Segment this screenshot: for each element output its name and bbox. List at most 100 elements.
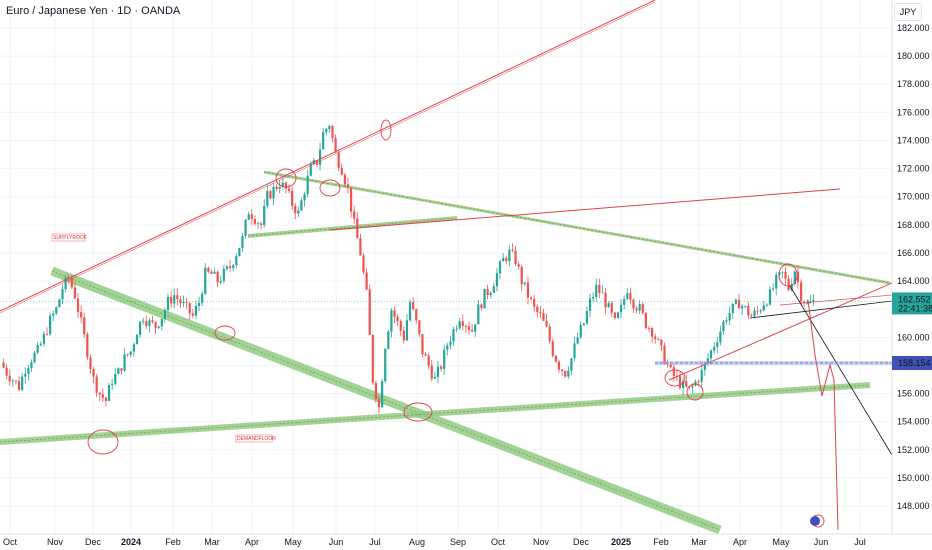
candle-body [24, 373, 27, 377]
candle-body [632, 299, 635, 309]
candle-body [86, 334, 89, 358]
time-axis[interactable]: Oct Nov Dec 2024 Feb Mar Apr May Jun Jul Aug Sep Oct… [3, 537, 866, 547]
candle-body [129, 351, 132, 355]
candle-body [545, 320, 548, 327]
candle-body [300, 200, 303, 211]
candle-body [216, 271, 219, 283]
candle-body [73, 287, 77, 299]
time-tick-label: Jul [369, 537, 381, 547]
candle-body [157, 326, 160, 328]
green-zone-descending-center [51, 270, 721, 531]
price-tick-label: 174.000 [897, 135, 930, 145]
time-tick-label: Feb [653, 537, 669, 547]
price-axis[interactable]: 148.000150.000152.000154.000156.000158.0… [897, 23, 930, 511]
candle-body [644, 312, 647, 329]
candle-body [694, 381, 697, 386]
candle-body [623, 299, 626, 305]
candle-body [635, 308, 638, 311]
time-tick-label: Aug [409, 537, 425, 547]
candle-body [610, 303, 613, 313]
candle-body [548, 326, 551, 342]
candle-body [595, 284, 598, 297]
candle-body [486, 288, 489, 296]
candle-body [790, 284, 793, 291]
candle-body [42, 333, 45, 344]
candle-body [228, 266, 232, 269]
candle-body [601, 292, 604, 294]
candle-body [138, 321, 142, 335]
candle-body [678, 376, 682, 389]
candle-body [740, 306, 744, 309]
candle-body [682, 381, 685, 389]
candle-body [142, 321, 145, 322]
candle-body [458, 321, 461, 329]
candle-body [247, 214, 250, 220]
candle-body [520, 266, 523, 285]
candle-body [303, 194, 306, 201]
candle-body [753, 310, 756, 317]
candle-body [536, 306, 539, 312]
candle-body [641, 304, 644, 313]
candle-body [275, 186, 278, 190]
candle-body [154, 321, 157, 328]
candle-body [781, 271, 784, 273]
candle-body [306, 175, 309, 195]
price-tick-label: 178.000 [897, 79, 930, 89]
time-tick-label: Jun [329, 537, 344, 547]
candle-body [415, 309, 418, 321]
candle-body [21, 376, 24, 390]
candle-body [322, 132, 325, 150]
time-tick-label: Oct [3, 537, 18, 547]
candle-body [793, 271, 796, 285]
candle-body [235, 256, 238, 266]
candle-body [585, 310, 589, 324]
candle-body [529, 297, 533, 299]
candle-body [219, 280, 222, 283]
candle-body [170, 297, 173, 304]
candle-body [405, 320, 409, 341]
candle-body [697, 381, 700, 383]
candle-body [464, 326, 468, 327]
time-tick-label: Mar [204, 537, 220, 547]
candle-body [334, 138, 337, 153]
candle-body [467, 326, 471, 331]
candle-body [36, 345, 39, 353]
price-tick-label: 164.000 [897, 276, 930, 286]
candle-body [399, 321, 402, 331]
candle-body [120, 368, 123, 371]
candle-body [11, 380, 14, 382]
candle-body [114, 373, 117, 384]
candle-body [483, 288, 486, 309]
candle-body [210, 271, 213, 274]
candle-body [188, 303, 191, 314]
candle-body [52, 313, 55, 316]
candle-body [346, 184, 350, 188]
candle-body [278, 186, 281, 190]
candle-body [260, 223, 263, 225]
candle-body [76, 298, 80, 313]
candle-body [83, 317, 86, 335]
candle-body [598, 284, 601, 293]
red-trendline-mid [329, 188, 841, 231]
candle-body [151, 320, 154, 322]
candle-body [495, 273, 499, 287]
circle-9 [778, 263, 798, 287]
candle-body [579, 325, 582, 338]
candle-body [638, 304, 641, 311]
price-tick-label: 166.000 [897, 248, 930, 258]
candle-body [95, 376, 98, 393]
candle-body [14, 380, 18, 382]
time-tick-label: Apr [733, 537, 747, 547]
candle-body [412, 302, 415, 310]
candle-body [588, 298, 592, 311]
price-tick-label: 154.000 [897, 417, 930, 427]
currency-button[interactable]: JPY [894, 3, 922, 21]
candle-body [452, 329, 455, 342]
candle-body [70, 278, 73, 288]
circle-4 [214, 325, 236, 341]
candle-body [691, 385, 694, 388]
candle-body [722, 321, 725, 332]
candle-body [700, 369, 703, 382]
time-tick-label: Apr [245, 537, 259, 547]
